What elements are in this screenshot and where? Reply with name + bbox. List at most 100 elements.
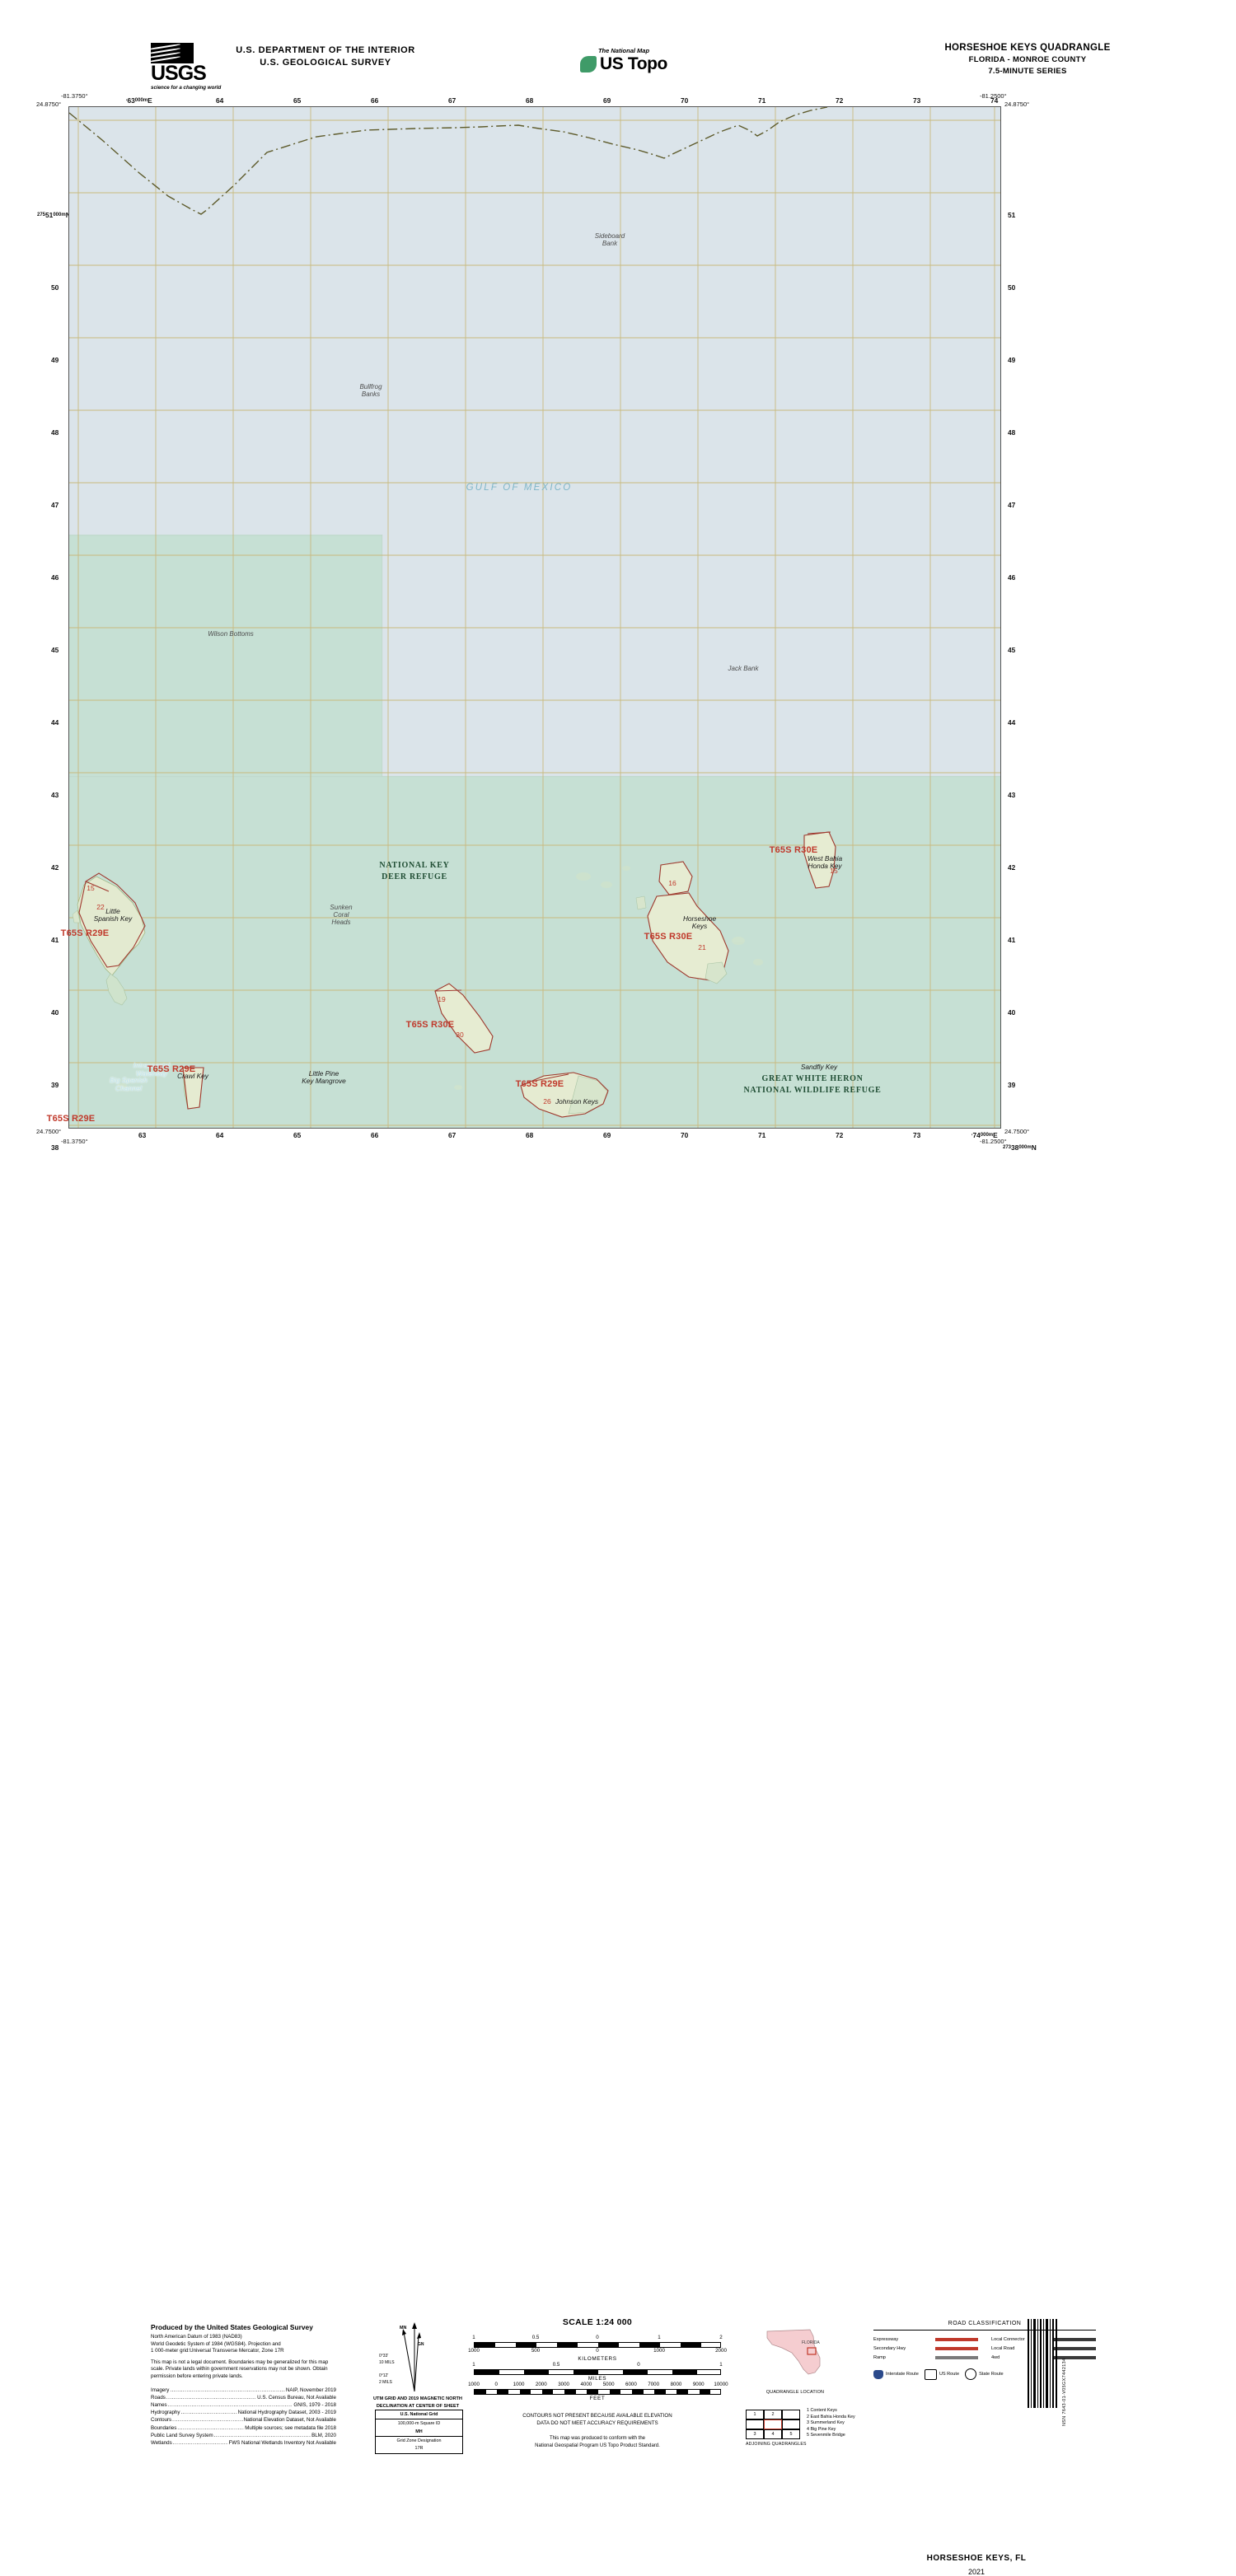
grid-left-label: 45 <box>51 646 59 654</box>
scale-tick-label: 1000 <box>653 2348 665 2354</box>
map-label-horseshoe-keys: Horseshoe Keys <box>682 914 717 931</box>
scale-tick-label: 8000 <box>670 2382 682 2387</box>
grid-top-label: 68 <box>526 96 534 105</box>
scale-tick-label: 1 <box>472 2362 475 2368</box>
road-legend-symbol <box>935 2337 978 2341</box>
map-label-gulf-of-mexico: GULF OF MEXICO <box>466 483 573 493</box>
road-legend-label: 4wd <box>991 2354 1000 2360</box>
adjoining-name: 4 Big Pine Key <box>807 2426 836 2432</box>
grid-top-label: 70 <box>681 96 689 105</box>
svg-text:FLORIDA: FLORIDA <box>802 2340 820 2345</box>
grid-top-label: 64 <box>216 96 224 105</box>
road-legend-left-column: Expressway Secondary Hwy Ramp <box>873 2335 978 2362</box>
trs-t65s-r29e-little-spanish: T65S R29E <box>60 928 110 938</box>
adjoining-cell: 4 <box>764 2429 782 2439</box>
grid-right-label: 45 <box>1008 646 1016 654</box>
credit-line: World Geodetic System of 1984 (WGS84). P… <box>151 2340 281 2347</box>
usgs-logo: USGS science for a changing world <box>151 43 233 91</box>
scale-tick-label: 1 <box>719 2362 723 2368</box>
usng-designator: 100,000-m Square ID <box>397 2421 441 2426</box>
department-heading: U.S. DEPARTMENT OF THE INTERIOR U.S. GEO… <box>206 44 445 69</box>
corner-ne-lat: 24.8750° <box>1004 101 1030 108</box>
quadrangle-title-block: HORSESHOE KEYS QUADRANGLE FLORIDA - MONR… <box>887 43 1168 76</box>
grid-right-label: 47 <box>1008 501 1016 509</box>
grid-bottom-label: 67 <box>448 1131 456 1139</box>
utm-grid <box>69 107 1000 1128</box>
department-line-1: U.S. DEPARTMENT OF THE INTERIOR <box>236 45 415 55</box>
svg-text:0°33': 0°33' <box>379 2354 388 2359</box>
grid-left-label: 49 <box>51 356 59 364</box>
map-label-johnson-keys: Johnson Keys <box>555 1097 599 1106</box>
grid-left-label: 42 <box>51 863 59 872</box>
scale-tick-label: 9000 <box>692 2382 705 2387</box>
map-header: USGS science for a changing world U.S. D… <box>0 0 1236 91</box>
corner-sw-lon: -81.3750° <box>61 1138 88 1145</box>
florida-outline-icon: FLORIDA <box>766 2329 821 2375</box>
grid-left-label: 46 <box>51 573 59 582</box>
us-topo-logo: The National Map US Topo <box>570 47 677 73</box>
grid-right-label: 49 <box>1008 356 1016 364</box>
grid-bottom-label: 71 <box>758 1131 766 1139</box>
county-boundary-line <box>69 107 828 215</box>
scale-km-unit: KILOMETERS <box>578 2356 617 2362</box>
section-number-26-7: 26 <box>543 1097 551 1106</box>
road-legend-label: Ramp <box>873 2354 886 2360</box>
key-west-bahia-honda <box>803 831 836 889</box>
grid-bottom-label: 73 <box>913 1131 921 1139</box>
declination-diagram: MN GN 0°33' 10 MILS 0°12' 2 MILS UTM GRI… <box>372 2319 463 2410</box>
scale-tick-label: 1 <box>472 2335 475 2340</box>
grid-top-label: 67 <box>448 96 456 105</box>
svg-text:10 MILS: 10 MILS <box>379 2360 395 2365</box>
trs-t65s-r29e-crawl: T65S R29E <box>147 1064 196 1074</box>
adjoining-name: 2 East Bahia Honda Key <box>807 2414 855 2419</box>
usgs-wordmark: USGS <box>151 62 207 85</box>
us-shield-icon <box>924 2368 937 2380</box>
grid-bottom-label: 72 <box>836 1131 844 1139</box>
quad-series: 7.5-MINUTE SERIES <box>988 67 1067 76</box>
adjoining-names: 1 Content Keys 2 East Bahia Honda Key 3 Su… <box>807 2408 855 2439</box>
corner-nw-lat: 24.8750° <box>36 101 62 108</box>
credit-source-row: Wetlands................................… <box>151 2439 336 2446</box>
grid-left-label: 50 <box>51 283 59 292</box>
map-graphics <box>69 107 1000 1128</box>
credits-block: Produced by the United States Geological… <box>151 2323 336 2447</box>
road-legend-row: Ramp <box>873 2353 978 2362</box>
section-number-22-1: 22 <box>96 903 105 911</box>
trs-t65s-r30e-horseshoe: T65S R30E <box>644 932 693 942</box>
scale-bar-feet <box>474 2389 721 2395</box>
section-number-19-5: 19 <box>438 995 446 1003</box>
adjoining-name: 5 Sevenmile Bridge <box>807 2433 845 2438</box>
scale-bar-miles <box>474 2369 721 2375</box>
adjoining-caption: ADJOINING QUADRANGLES <box>746 2442 807 2447</box>
map-label-national-key-deer-refuge: NATIONAL KEY DEER REFUGE <box>379 861 450 881</box>
credits-sources: Imagery.................................… <box>151 2387 336 2447</box>
contour-note: CONTOURS NOT PRESENT BECAUSE AVAILABLE E… <box>522 2413 672 2426</box>
key-little-spanish <box>72 872 146 1006</box>
credit-source-row: Names...................................… <box>151 2401 336 2408</box>
adjoining-cell: 2 <box>764 2410 782 2419</box>
road-legend-symbol <box>1053 2355 1096 2359</box>
scale-tick-label: 7000 <box>648 2382 660 2387</box>
corner-se-lat: 24.7500° <box>1004 1128 1030 1135</box>
section-number-15-0: 15 <box>87 884 95 892</box>
grid-top-label: 66 <box>371 96 379 105</box>
scale-tick-label: 4000 <box>580 2382 592 2387</box>
scale-tick-label: 0 <box>596 2348 599 2354</box>
credit-source-row: Contours................................… <box>151 2417 336 2424</box>
grid-bottom-label: 68 <box>526 1131 534 1139</box>
map-label-jack-bank: Jack Bank <box>728 665 759 672</box>
map-canvas[interactable] <box>68 106 1001 1129</box>
grid-right-label: 42 <box>1008 863 1016 872</box>
scale-tick-label: 2000 <box>715 2348 727 2354</box>
road-legend-label: Local Connector <box>991 2336 1025 2342</box>
scale-tick-label: 2000 <box>535 2382 547 2387</box>
route-shield-label: US Route <box>939 2372 960 2377</box>
adjoining-cell: 1 <box>746 2410 764 2419</box>
section-number-16-2: 16 <box>668 879 677 887</box>
usng-title: U.S. National Grid <box>376 2410 462 2419</box>
map-label-big-spanish-channel: Big Spanish Channel <box>110 1076 147 1092</box>
road-legend-label: Local Road <box>991 2345 1015 2351</box>
quadrangle-location: FLORIDA QUADRANGLE LOCATION <box>746 2323 845 2395</box>
